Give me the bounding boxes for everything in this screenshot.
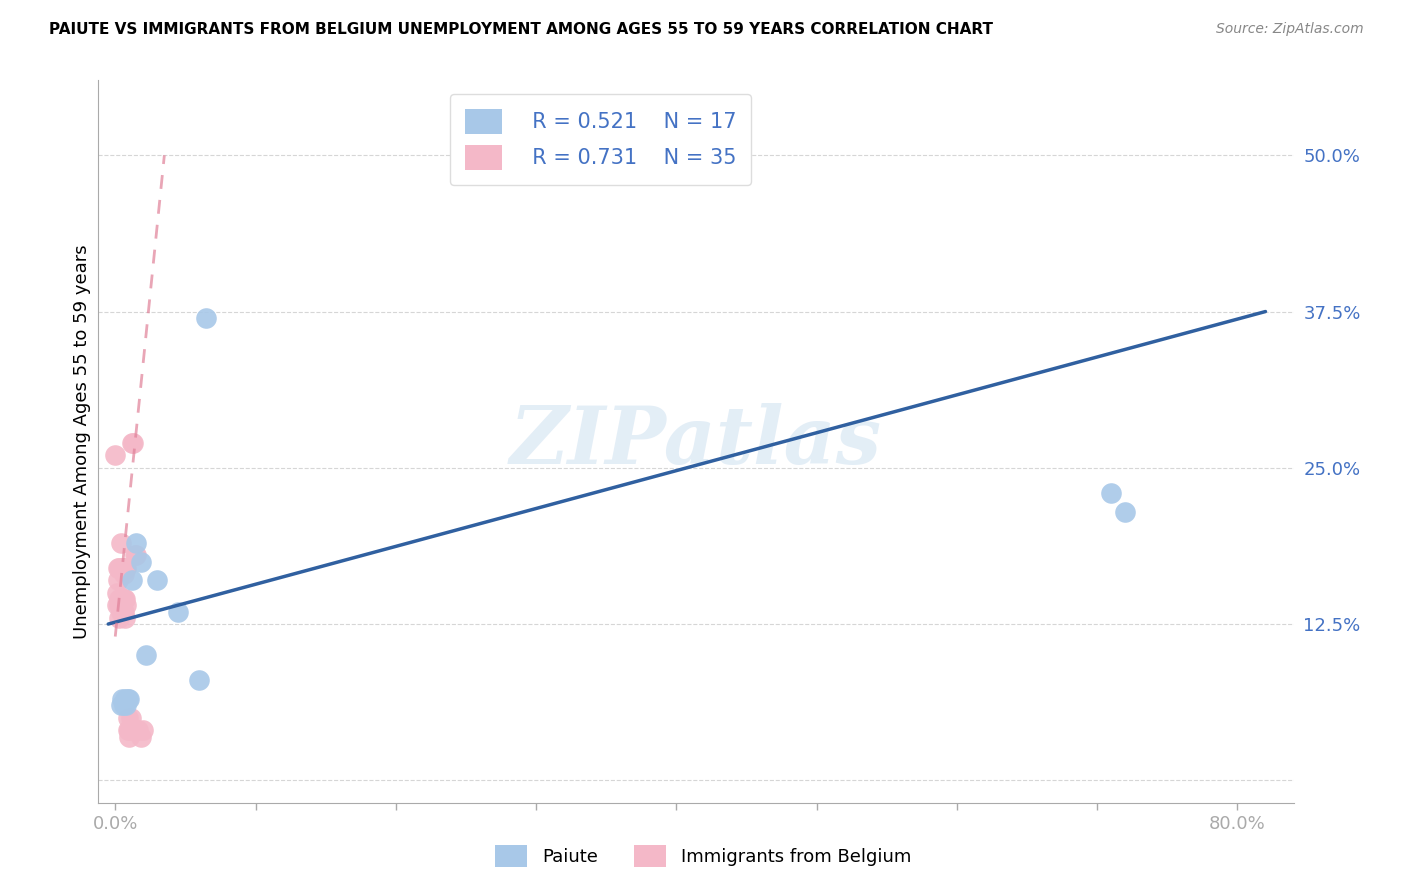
Point [112,592,135,607]
Point [108,611,131,625]
Point [129,730,152,744]
Point [111,561,134,575]
Point [112,567,135,582]
Point [105,586,128,600]
Point [121,574,143,588]
Point [111,599,134,613]
Point [105,599,128,613]
Point [195,310,218,325]
Point [1099,485,1122,500]
Point [110,698,132,713]
Point [125,549,148,563]
Point [107,561,129,575]
Y-axis label: Unemployment Among Ages 55 to 59 years: Unemployment Among Ages 55 to 59 years [73,244,91,639]
Point [108,561,131,575]
Text: PAIUTE VS IMMIGRANTS FROM BELGIUM UNEMPLOYMENT AMONG AGES 55 TO 59 YEARS CORRELA: PAIUTE VS IMMIGRANTS FROM BELGIUM UNEMPL… [49,22,993,37]
Point [127,723,149,738]
Point [117,692,139,706]
Point [107,574,129,588]
Point [120,711,142,725]
Point [125,536,148,550]
Point [124,549,146,563]
Point [115,698,138,713]
Point [135,648,157,663]
Point [114,692,136,706]
Point [188,673,211,688]
Point [104,448,127,462]
Point [129,555,152,569]
Legend:   R = 0.521    N = 17,   R = 0.731    N = 35: R = 0.521 N = 17, R = 0.731 N = 35 [450,95,751,185]
Point [122,435,145,450]
Point [111,592,134,607]
Point [118,692,141,706]
Point [118,730,141,744]
Point [117,723,139,738]
Point [118,723,141,738]
Point [112,698,135,713]
Point [132,723,155,738]
Legend: Paiute, Immigrants from Belgium: Paiute, Immigrants from Belgium [488,838,918,874]
Point [115,599,138,613]
Point [112,561,135,575]
Text: Source: ZipAtlas.com: Source: ZipAtlas.com [1216,22,1364,37]
Point [146,574,169,588]
Point [115,561,138,575]
Point [167,605,190,619]
Text: ZIPatlas: ZIPatlas [510,403,882,480]
Point [112,605,135,619]
Point [117,711,139,725]
Point [110,536,132,550]
Point [1114,504,1136,518]
Point [114,561,136,575]
Point [114,611,136,625]
Point [111,692,134,706]
Point [110,605,132,619]
Point [121,435,143,450]
Point [108,599,131,613]
Point [114,592,136,607]
Point [108,592,131,607]
